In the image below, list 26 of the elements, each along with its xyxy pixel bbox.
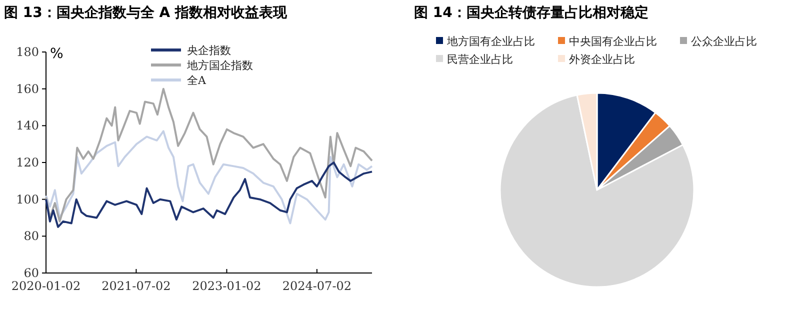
y-tick-label: 60: [24, 266, 39, 280]
y-tick-label: 140: [16, 118, 39, 133]
y-tick-label: 120: [16, 156, 39, 170]
y-tick-label: 160: [16, 82, 39, 96]
legend-label: 外资企业占比: [569, 53, 635, 66]
legend-label: 中央国有企业占比: [569, 35, 657, 48]
y-tick-label: 100: [16, 192, 39, 206]
legend-label: 央企指数: [187, 44, 231, 57]
y-tick-label: 80: [24, 229, 39, 244]
legend-label: 民营企业占比: [447, 53, 513, 66]
x-tick-label: 2021-07-02: [102, 279, 171, 293]
x-tick-label: 2023-01-02: [192, 279, 262, 293]
y-tick-label: 180: [16, 45, 39, 59]
pie-slice: [499, 94, 695, 288]
legend-label: 全A: [187, 74, 207, 87]
legend-label: 公众企业占比: [691, 35, 757, 48]
chart-title: 图 13：国央企指数与全 A 指数相对收益表现: [4, 5, 288, 21]
line-series: [45, 130, 373, 224]
chart-title: 图 14：国央企转债存量占比相对稳定: [414, 4, 648, 21]
legend-label: 地方国企指数: [186, 59, 253, 72]
y-axis-title: %: [50, 46, 64, 62]
x-tick-label: 2024-07-02: [282, 279, 352, 293]
line-series: [45, 162, 373, 228]
x-tick-label: 2020-01-02: [11, 279, 81, 293]
line-series: [45, 88, 373, 222]
legend-label: 地方国有企业占比: [446, 35, 535, 48]
